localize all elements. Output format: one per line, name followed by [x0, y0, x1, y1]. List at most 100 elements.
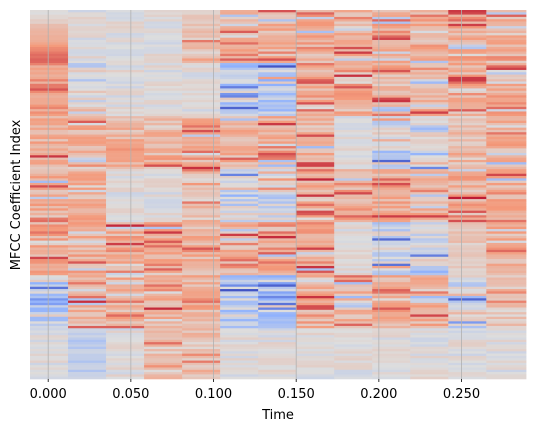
- heatmap-cell: [410, 328, 449, 331]
- heatmap-cell: [410, 155, 449, 158]
- heatmap-cell: [106, 263, 145, 267]
- heatmap-cell: [182, 127, 221, 131]
- heatmap-cell: [334, 300, 373, 304]
- heatmap-cell: [258, 21, 297, 25]
- heatmap-cell: [106, 35, 145, 38]
- heatmap-cell: [334, 236, 373, 239]
- heatmap-cell: [296, 332, 335, 336]
- heatmap-cell: [182, 265, 221, 269]
- heatmap-cell: [258, 314, 297, 318]
- heatmap-cell: [68, 67, 107, 71]
- x-gridlines: [47, 10, 462, 379]
- heatmap-cell: [448, 254, 487, 258]
- heatmap-cell: [106, 360, 145, 364]
- heatmap-cell: [106, 362, 145, 366]
- heatmap-cell: [106, 219, 145, 223]
- heatmap-cell: [372, 51, 411, 55]
- heatmap-cell: [182, 282, 221, 285]
- heatmap-cell: [258, 129, 297, 133]
- heatmap-cell: [448, 182, 487, 186]
- heatmap-cell: [68, 321, 107, 324]
- heatmap-cell: [220, 99, 259, 103]
- heatmap-cell: [372, 187, 411, 191]
- heatmap-cell: [334, 277, 373, 281]
- heatmap-cell: [68, 164, 107, 168]
- heatmap-cell: [220, 312, 259, 315]
- heatmap-cell: [182, 203, 221, 207]
- heatmap-cell: [448, 286, 487, 290]
- heatmap-cell: [220, 60, 259, 64]
- heatmap-cell: [220, 176, 259, 179]
- heatmap-cell: [144, 143, 183, 147]
- heatmap-cell: [334, 203, 373, 207]
- heatmap-cell: [296, 21, 335, 25]
- heatmap-cell: [68, 291, 107, 294]
- heatmap-cell: [30, 113, 69, 117]
- heatmap-cell: [258, 247, 297, 251]
- heatmap-cell: [144, 305, 183, 308]
- heatmap-cell: [296, 33, 335, 36]
- heatmap-cell: [106, 93, 145, 96]
- heatmap-cell: [220, 134, 259, 138]
- heatmap-cell: [30, 182, 69, 186]
- heatmap-cell: [68, 300, 107, 304]
- heatmap-cell: [448, 123, 487, 126]
- heatmap-cell: [68, 219, 107, 223]
- heatmap-cell: [106, 284, 145, 288]
- heatmap-cell: [372, 316, 411, 320]
- heatmap-cell: [220, 10, 259, 13]
- heatmap-cell: [448, 277, 487, 281]
- heatmap-cell: [106, 282, 145, 285]
- heatmap-cell: [68, 56, 107, 59]
- heatmap-cell: [220, 14, 259, 18]
- heatmap-cell: [144, 146, 183, 149]
- heatmap-cell: [334, 14, 373, 18]
- heatmap-cell: [334, 328, 373, 331]
- heatmap-cell: [68, 314, 107, 318]
- heatmap-cell: [486, 226, 527, 230]
- heatmap-cell: [296, 337, 335, 341]
- heatmap-cell: [296, 249, 335, 253]
- heatmap-cell: [220, 37, 259, 41]
- heatmap-cell: [448, 284, 487, 288]
- heatmap-cell: [258, 150, 297, 154]
- heatmap-cell: [182, 155, 221, 158]
- heatmap-cell: [106, 279, 145, 283]
- heatmap-cell: [486, 37, 527, 41]
- heatmap-cell: [30, 300, 69, 304]
- heatmap-cell: [106, 208, 145, 211]
- heatmap-cell: [410, 125, 449, 128]
- heatmap-cell: [334, 295, 373, 299]
- heatmap-cell: [68, 275, 107, 278]
- heatmap-cell: [258, 113, 297, 117]
- heatmap-cell: [410, 337, 449, 341]
- y-axis-label: MFCC Coefficient Index: [9, 119, 24, 270]
- heatmap-cell: [144, 185, 183, 188]
- heatmap-cell: [372, 106, 411, 110]
- heatmap-cell: [448, 83, 487, 87]
- heatmap-cell: [486, 30, 527, 34]
- heatmap-cell: [30, 279, 69, 283]
- heatmap-cell: [296, 23, 335, 27]
- heatmap-cell: [372, 351, 411, 354]
- heatmap-cell: [220, 192, 259, 195]
- heatmap-cell: [448, 353, 487, 357]
- heatmap-cell: [334, 365, 373, 368]
- heatmap-cell: [30, 118, 69, 121]
- heatmap-cell: [296, 49, 335, 52]
- heatmap-cell: [486, 164, 527, 168]
- heatmap-cell: [334, 217, 373, 221]
- heatmap-cell: [68, 192, 107, 195]
- heatmap-cell: [410, 332, 449, 336]
- heatmap-cell: [372, 372, 411, 375]
- heatmap-cell: [106, 342, 145, 345]
- heatmap-cell: [372, 171, 411, 175]
- heatmap-cell: [258, 37, 297, 41]
- heatmap-cell: [258, 346, 297, 350]
- heatmap-cell: [182, 275, 221, 278]
- heatmap-cell: [258, 23, 297, 27]
- heatmap-cell: [220, 180, 259, 184]
- heatmap-cell: [372, 102, 411, 105]
- heatmap-cell: [30, 259, 69, 262]
- heatmap-cell: [410, 222, 449, 225]
